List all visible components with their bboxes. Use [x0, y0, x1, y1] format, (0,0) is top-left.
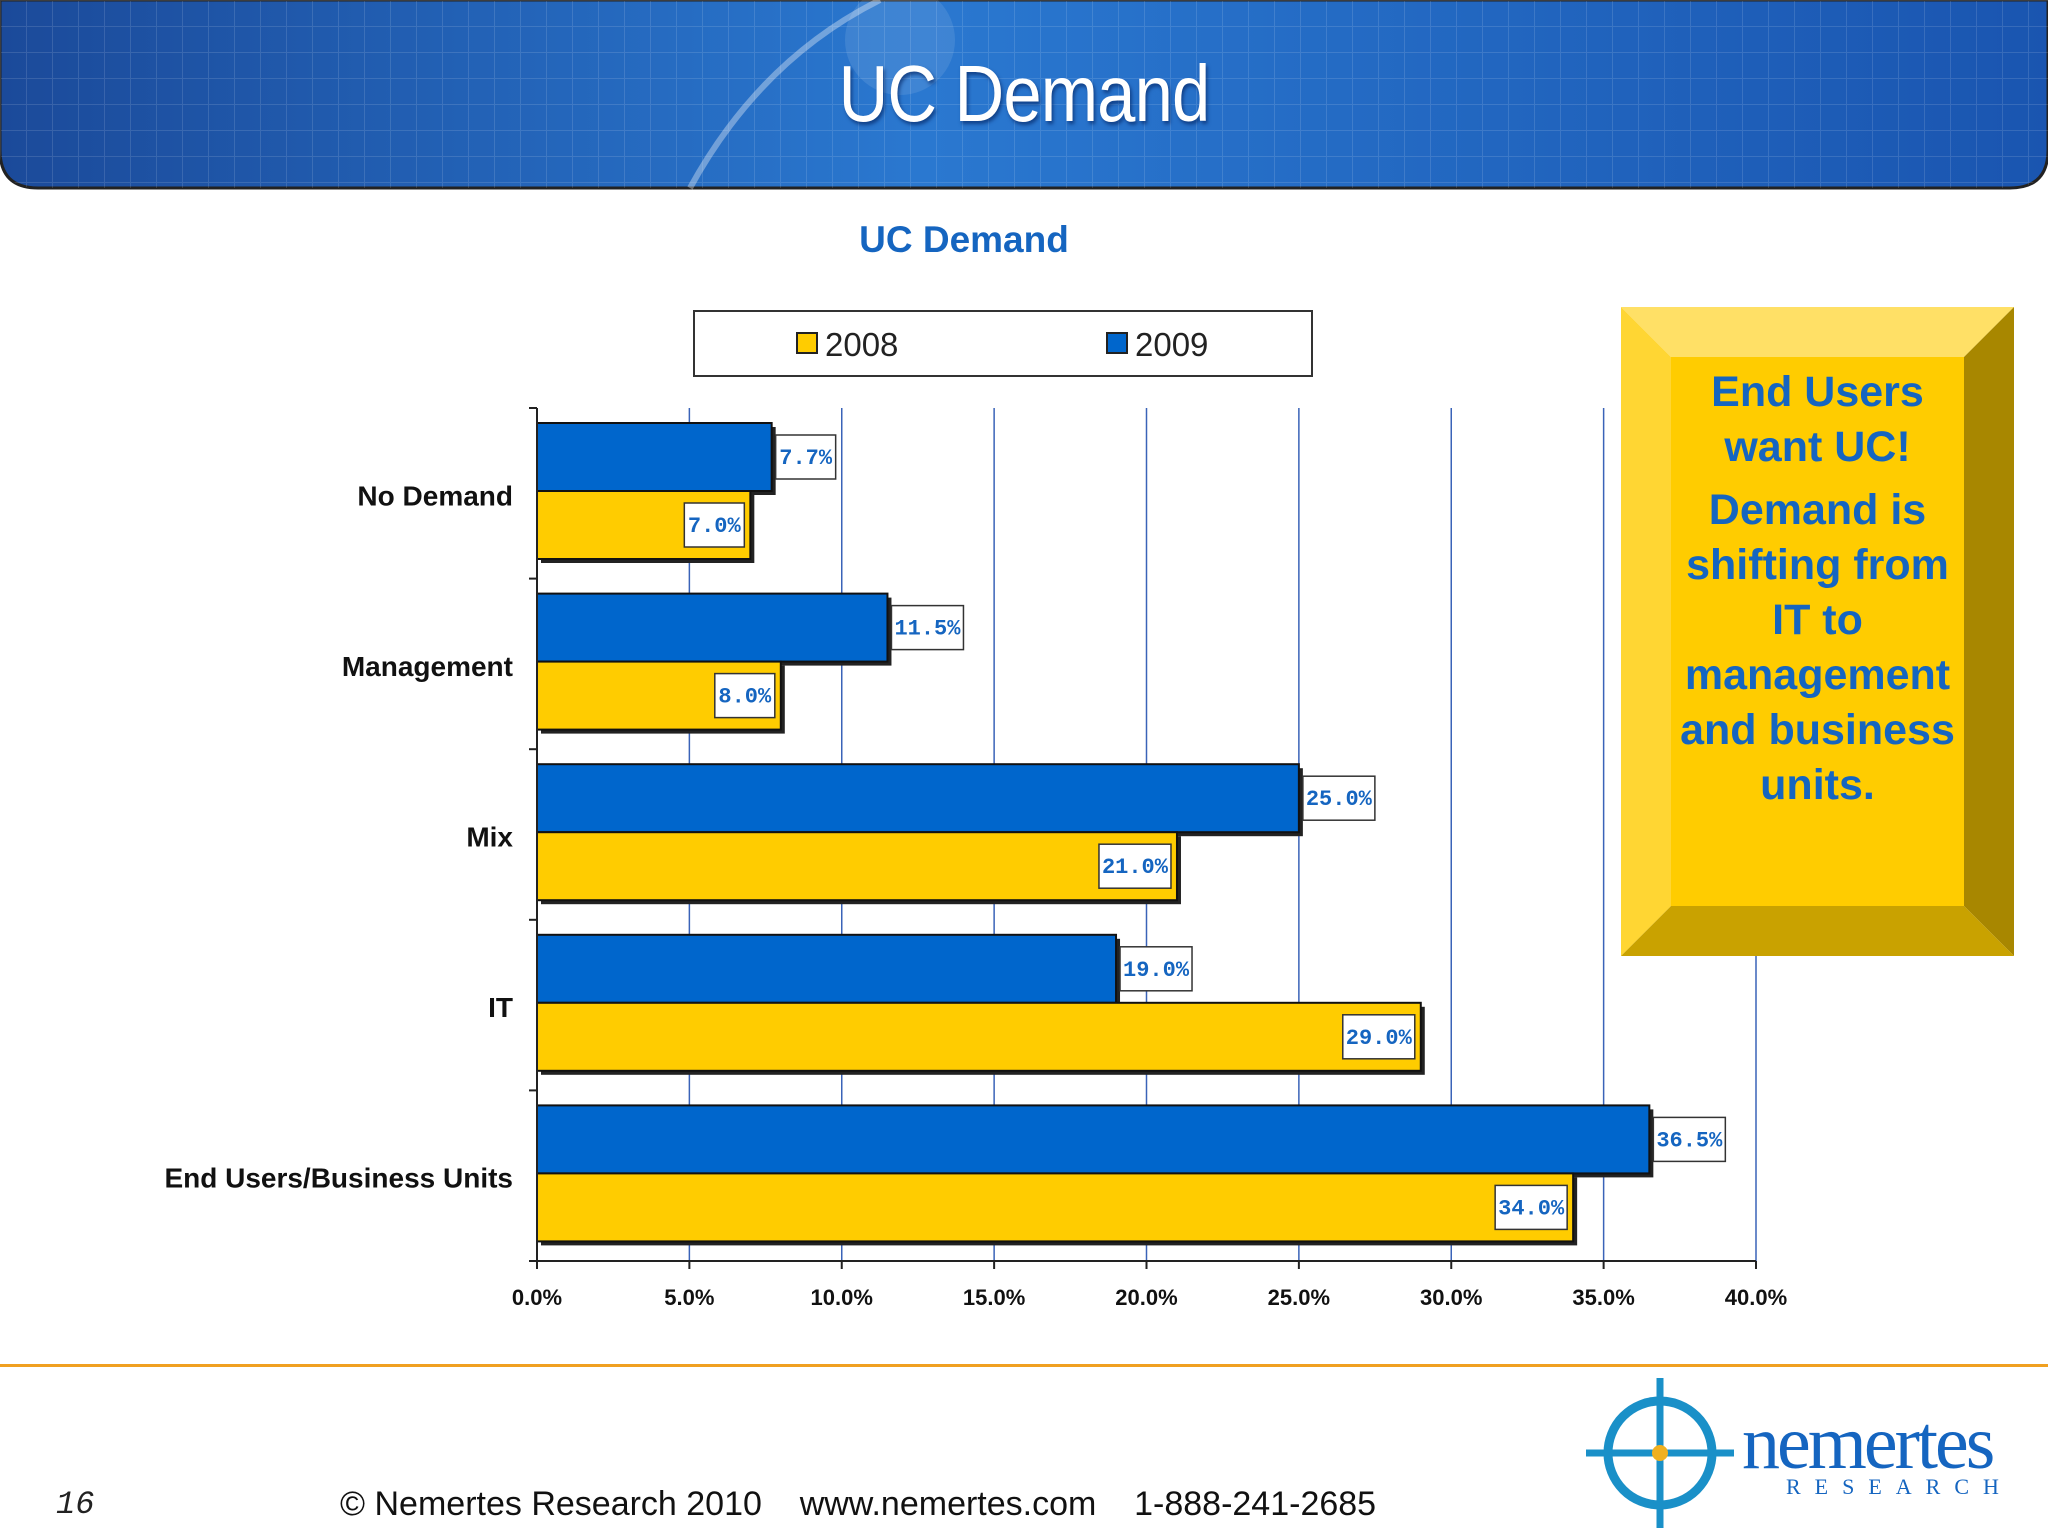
bar-2009 — [536, 592, 889, 663]
data-label: 29.0% — [1346, 1026, 1413, 1051]
bar-2009 — [536, 933, 1118, 1004]
footer-divider — [0, 1364, 2048, 1367]
x-tick-label: 15.0% — [963, 1285, 1025, 1310]
data-label-box — [1119, 946, 1193, 992]
bar-chart: UC Demand 2008 2009 7.7% 7.0% 11.5% 8.0% 25.… — [164, 219, 1787, 1310]
data-label: 7.0% — [688, 514, 742, 539]
data-label: 36.5% — [1656, 1128, 1723, 1153]
header-banner: UC Demand — [0, 0, 2048, 190]
bar-2008 — [536, 1001, 1422, 1072]
legend-swatch-2008 — [796, 332, 818, 354]
data-label-box — [683, 502, 746, 548]
logo-subtitle: RESEARCH — [1786, 1474, 2013, 1499]
header-background — [0, 0, 2048, 190]
data-label: 7.7% — [779, 446, 833, 471]
bar-2009 — [536, 763, 1300, 834]
legend-swatch-2009 — [1106, 332, 1128, 354]
footer-copyright: © Nemertes Research 2010 www.nemertes.co… — [340, 1485, 1377, 1523]
data-label: 34.0% — [1498, 1196, 1565, 1221]
x-tick-label: 0.0% — [512, 1285, 562, 1310]
data-label-box — [1302, 775, 1376, 821]
x-tick-label: 25.0% — [1268, 1285, 1330, 1310]
data-label: 8.0% — [718, 685, 772, 710]
category-label: IT — [488, 992, 513, 1023]
legend: 2008 2009 — [693, 310, 1313, 377]
data-label: 11.5% — [894, 617, 961, 642]
data-label-box — [1342, 1014, 1416, 1060]
page-title: UC Demand — [838, 49, 1211, 138]
category-label: Mix — [466, 822, 513, 853]
legend-box — [693, 310, 1313, 377]
nemertes-logo-icon — [1586, 1378, 1734, 1528]
data-label: 25.0% — [1306, 787, 1373, 812]
logo-wordmark: nemertes — [1742, 1401, 1995, 1485]
category-label: End Users/Business Units — [164, 1163, 513, 1194]
x-tick-label: 40.0% — [1725, 1285, 1787, 1310]
callout-headline: End Users want UC! — [1711, 368, 1924, 471]
data-label-box — [890, 604, 965, 651]
bar-2009 — [536, 422, 773, 492]
callout-bevel — [1621, 307, 2014, 956]
x-tick-label: 5.0% — [664, 1285, 714, 1310]
data-label: 19.0% — [1123, 958, 1190, 983]
callout-body: Demand is shifting from IT to management… — [1680, 486, 1955, 809]
x-tick-label: 30.0% — [1420, 1285, 1482, 1310]
x-tick-label: 10.0% — [811, 1285, 873, 1310]
data-label-box — [1652, 1116, 1727, 1163]
data-label-box — [1494, 1184, 1568, 1231]
data-label-box — [1098, 843, 1172, 889]
bar-2009 — [536, 1104, 1651, 1175]
data-label-box — [774, 434, 837, 480]
bar-2008 — [536, 831, 1178, 902]
x-tick-label: 35.0% — [1572, 1285, 1634, 1310]
legend-label-2008: 2008 — [825, 326, 898, 363]
legend-label-2009: 2009 — [1135, 326, 1208, 363]
category-label: No Demand — [357, 480, 513, 511]
x-tick-label: 20.0% — [1115, 1285, 1177, 1310]
data-label-box — [714, 672, 776, 719]
bar-2008 — [536, 1172, 1575, 1243]
bars: 7.7% 7.0% 11.5% 8.0% 25.0% 21.0% 19.0% 29.0% 36.… — [536, 422, 1727, 1246]
axes: 0.0% 5.0% 10.0% 15.0% 20.0% 25.0% 30.0% 35.0% 40… — [164, 407, 1787, 1310]
chart-title: UC Demand — [859, 219, 1069, 260]
callout-text: End Users want UC! Demand is shifting fr… — [1670, 365, 1965, 895]
page-number: 16 — [56, 1486, 95, 1523]
data-label: 21.0% — [1102, 855, 1169, 880]
category-label: Management — [342, 651, 513, 682]
